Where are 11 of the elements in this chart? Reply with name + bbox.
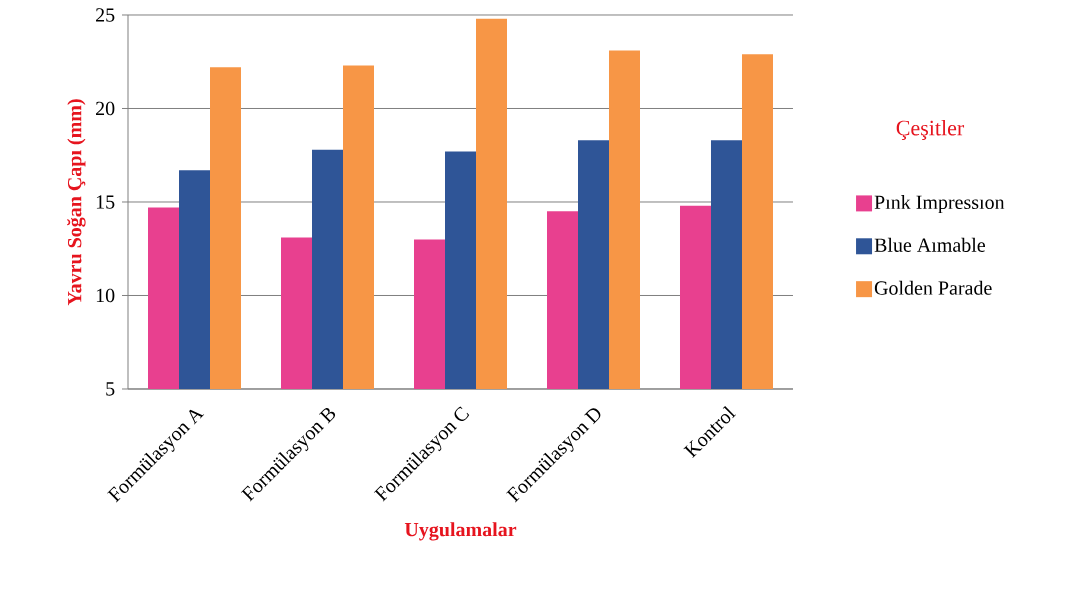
y-tick-label: 15 — [96, 195, 115, 209]
x-axis-title: Uygulamalar — [404, 522, 517, 541]
legend-label: Pınk Impressıon — [874, 194, 1005, 214]
legend-label: Blue Aımable — [874, 237, 986, 252]
legend-title: Çeşitler — [896, 120, 965, 140]
y-tick-label: 25 — [96, 8, 115, 22]
y-tick-label: 20 — [96, 101, 115, 116]
y-tick-label: 5 — [106, 382, 115, 396]
legend-label: Golden Parade — [874, 280, 992, 295]
y-axis-title: Yavru Soğan Çapı (mm) — [67, 99, 86, 306]
y-tick-label: 10 — [96, 288, 115, 303]
